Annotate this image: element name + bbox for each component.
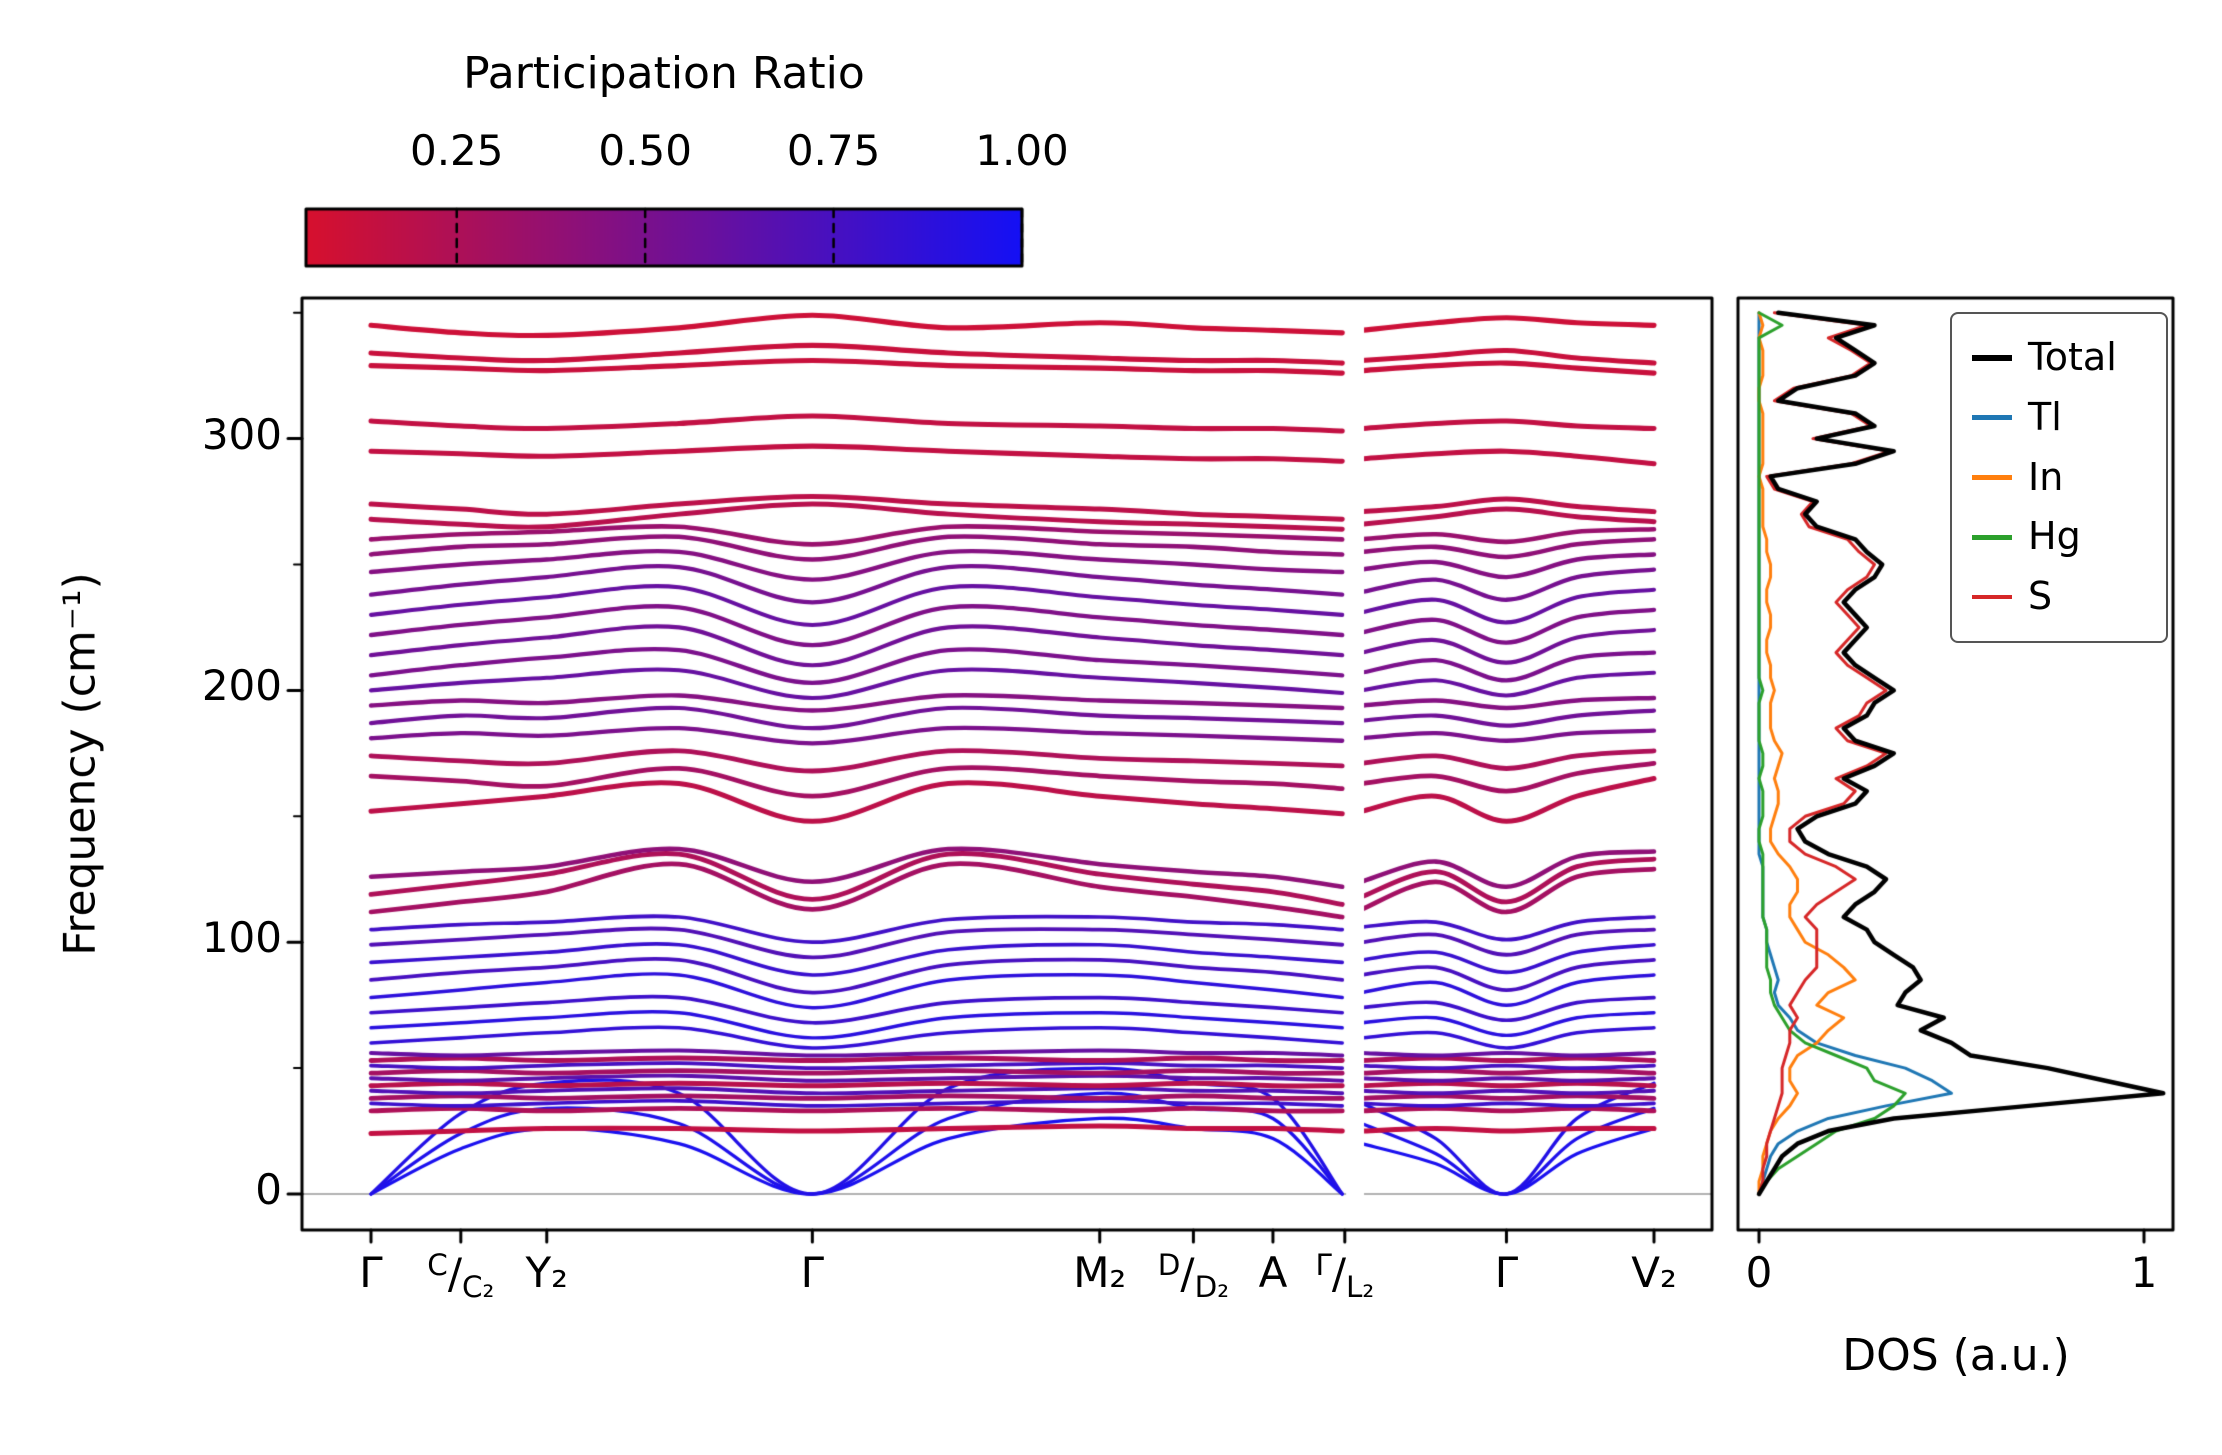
dos-tick-label: 0 (1745, 1248, 1773, 1297)
kpoint-tick-label: V₂ (1631, 1248, 1677, 1297)
colorbar-title: Participation Ratio (463, 48, 865, 99)
kpoint-tick-label: Γ (359, 1248, 383, 1297)
colorbar-tick-label: 0.50 (598, 126, 692, 175)
dos-legend: Total Tl In Hg S (1950, 312, 2168, 643)
colorbar-tick-label: 1.00 (975, 126, 1069, 175)
legend-line-icon (1972, 415, 2012, 420)
legend-label: S (2028, 574, 2053, 619)
frequency-tick-label: 100 (201, 913, 282, 963)
legend-line-icon (1972, 594, 2012, 600)
legend-label: Hg (2028, 514, 2081, 559)
colorbar-tick-label: 0.25 (409, 126, 504, 175)
kpoint-tick-label: A (1258, 1248, 1288, 1297)
frequency-tick-label: 200 (201, 661, 282, 711)
legend-line-icon (1972, 475, 2012, 480)
kpoint-tick-label: Γ/L₂ (1315, 1248, 1375, 1305)
frequency-tick-label: 300 (201, 409, 282, 459)
dos-tick-label: 1 (2130, 1248, 2158, 1297)
kpoint-tick-label: M₂ (1073, 1248, 1127, 1297)
frequency-tick-label: 0 (255, 1165, 282, 1214)
legend-entry-in: In (1972, 454, 2140, 499)
frequency-axis-label: Frequency (cm⁻¹) (54, 572, 106, 956)
legend-line-icon (1972, 354, 2012, 361)
kpoint-tick-label: D/D₂ (1157, 1248, 1229, 1305)
legend-label: In (2028, 454, 2064, 499)
legend-line-icon (1972, 535, 2012, 540)
legend-label: Tl (2028, 394, 2062, 439)
legend-label: Total (2028, 335, 2117, 379)
legend-entry-hg: Hg (1972, 516, 2140, 558)
legend-entry-tl: Tl (1972, 394, 2140, 439)
kpoint-tick-label: C/C₂ (427, 1248, 495, 1305)
dos-axis-label: DOS (a.u.) (1842, 1330, 2070, 1381)
kpoint-tick-label: Γ (1494, 1248, 1519, 1297)
legend-entry-s: S (1972, 574, 2140, 619)
legend-entry-total: Total (1972, 335, 2140, 379)
kpoint-tick-label: Y₂ (525, 1248, 569, 1297)
colorbar-tick-label: 0.75 (786, 126, 881, 175)
kpoint-tick-label: Γ (800, 1248, 825, 1297)
